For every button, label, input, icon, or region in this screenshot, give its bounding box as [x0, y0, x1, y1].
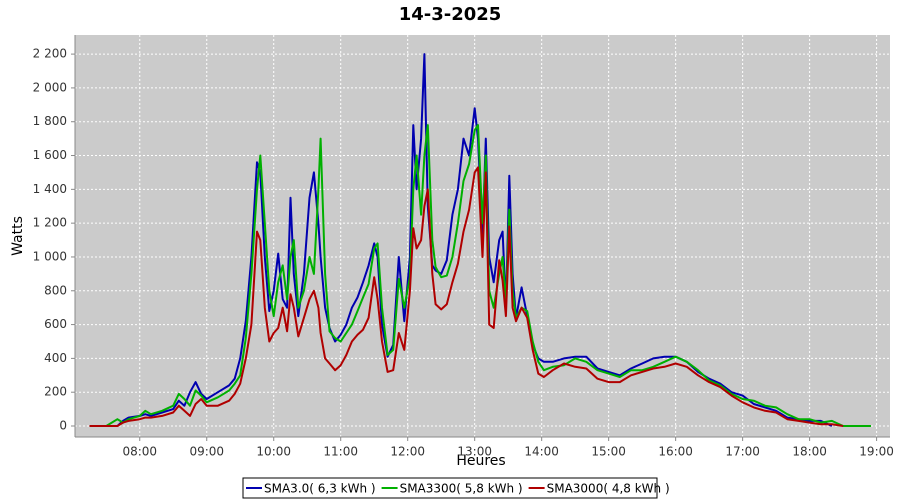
x-tick-label: 10:00	[256, 445, 291, 459]
x-tick-label: 09:00	[189, 445, 224, 459]
series-line	[116, 53, 833, 427]
y-tick-label: 600	[44, 317, 67, 331]
y-tick-label: 1 000	[33, 249, 67, 263]
y-tick-label: 1 600	[33, 148, 67, 162]
x-tick-label: 15:00	[591, 445, 626, 459]
x-tick-label: 12:00	[390, 445, 425, 459]
y-tick-label: 200	[44, 385, 67, 399]
y-tick-label: 800	[44, 283, 67, 297]
x-tick-label: 19:00	[859, 445, 894, 459]
legend-label: SMA3300( 5,8 kWh )	[400, 482, 523, 496]
y-tick-label: 1 800	[33, 114, 67, 128]
x-axis-label: Heures	[456, 453, 505, 469]
grid	[75, 35, 890, 437]
legend	[242, 477, 658, 499]
legend-items: SMA3.0( 6,3 kWh ) SMA3300( 5,8 kWh ) SMA30…	[246, 482, 670, 496]
y-tick-label: 2 200	[33, 47, 67, 61]
x-tick-label: 18:00	[792, 445, 827, 459]
y-tick-label: 2 000	[33, 80, 67, 94]
series-line	[89, 166, 844, 427]
x-tick-label: 11:00	[323, 445, 358, 459]
series-line	[89, 124, 871, 427]
y-axis-label: Watts	[10, 216, 26, 256]
y-tick-label: 1 200	[33, 216, 67, 230]
y-tick-label: 0	[59, 419, 67, 433]
x-tick-label: 16:00	[658, 445, 693, 459]
legend-label: SMA3000( 4,8 kWh )	[547, 482, 670, 496]
legend-label: SMA3.0( 6,3 kWh )	[264, 482, 376, 496]
chart-title: 14-3-2025	[399, 4, 502, 25]
y-tick-label: 400	[44, 351, 67, 365]
x-tick-label: 14:00	[524, 445, 559, 459]
x-tick-label: 13:00	[457, 445, 492, 459]
lines	[89, 53, 871, 427]
y-tick-label: 1 400	[33, 182, 67, 196]
x-tick-label: 17:00	[725, 445, 760, 459]
x-tick-label: 08:00	[122, 445, 157, 459]
